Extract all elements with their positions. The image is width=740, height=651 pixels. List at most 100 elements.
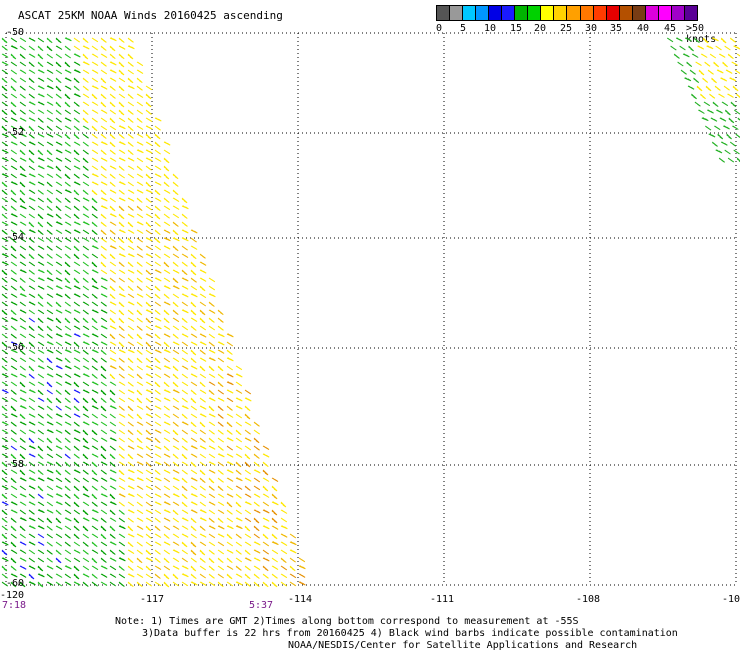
wind-barb [19,517,27,522]
wind-barb [55,197,62,203]
wind-barb [208,493,216,499]
wind-barb [190,469,198,475]
wind-barb [217,461,224,467]
wind-barb [208,389,215,396]
wind-barb [10,509,18,514]
wind-barb [244,557,252,562]
wind-barb [82,221,90,226]
wind-barb [724,45,731,51]
wind-barb [73,397,80,404]
wind-barb [82,125,90,130]
wind-barb [37,437,45,443]
wind-barb [733,149,740,155]
wind-barb [19,405,27,410]
wind-barb [199,565,207,571]
wind-barb [10,45,18,50]
wind-barb [154,509,162,515]
wind-barb [46,461,54,466]
wind-barb [154,437,161,444]
note-line: NOAA/NESDIS/Center for Satellite Applica… [288,640,638,651]
wind-barb [19,37,27,43]
wind-barb [172,317,180,323]
wind-barb [127,349,135,354]
wind-barb [91,197,98,204]
wind-barb [235,533,242,539]
wind-barb [136,245,143,251]
wind-barb [181,421,189,426]
wind-barb [127,85,135,90]
wind-barb [46,437,53,444]
wind-barb [199,437,206,443]
wind-barb [1,53,9,58]
wind-barb [73,573,80,580]
wind-barb [172,301,179,308]
wind-barb [136,525,144,530]
wind-barb [19,389,27,394]
wind-barb [10,365,18,371]
wind-barb [154,125,161,131]
wind-barb [10,245,17,252]
wind-barb [127,125,134,132]
wind-barb [1,525,8,531]
wind-barb [235,397,243,402]
wind-barb [1,61,9,66]
wind-barb [253,509,261,514]
wind-barb [55,53,62,59]
wind-barb [289,557,296,563]
wind-barb [55,533,63,539]
wind-barb [688,45,694,52]
wind-barb [10,341,18,346]
wind-barb [136,69,144,75]
wind-barb [181,349,188,355]
wind-barb [136,157,144,163]
wind-barb [10,453,17,460]
wind-barb [725,69,733,74]
wind-barb [118,253,126,258]
wind-barb [19,509,26,515]
wind-barb [19,325,27,330]
wind-barb [136,389,143,396]
wind-barb [28,85,36,91]
wind-barb [82,261,89,267]
wind-barb [244,573,251,580]
wind-barb [64,205,72,210]
wind-barb [46,61,54,67]
wind-barb [172,365,179,372]
wind-barb [1,533,8,540]
wind-barb [199,517,207,522]
wind-barb [10,77,17,83]
wind-barb [82,101,90,107]
legend-swatch [488,6,502,20]
wind-barb [163,501,171,506]
wind-barb [109,397,116,404]
wind-barb [1,245,9,251]
wind-barb [100,573,108,578]
wind-barb [235,413,243,419]
wind-barb [10,237,17,244]
wind-barb [172,429,179,436]
wind-barb [262,469,269,476]
wind-barb [172,557,180,563]
wind-barb [64,133,71,140]
wind-barb [190,317,198,323]
wind-barb [109,573,117,578]
wind-barb [37,237,45,242]
wind-barb [145,125,153,130]
wind-barb [46,309,54,315]
wind-barb [118,181,126,186]
wind-barb [226,477,234,482]
wind-barb [73,125,80,131]
wind-barb [199,549,206,556]
wind-barb [163,149,171,155]
wind-barb [673,53,680,59]
wind-barb [28,213,35,219]
wind-barb [145,149,153,154]
wind-barb [1,221,9,226]
wind-barb [154,469,161,475]
wind-barb [181,237,189,242]
wind-barb [693,37,700,44]
wind-barb [10,437,17,443]
wind-barb [10,333,17,339]
wind-barb [711,37,719,42]
wind-barb [226,413,234,418]
